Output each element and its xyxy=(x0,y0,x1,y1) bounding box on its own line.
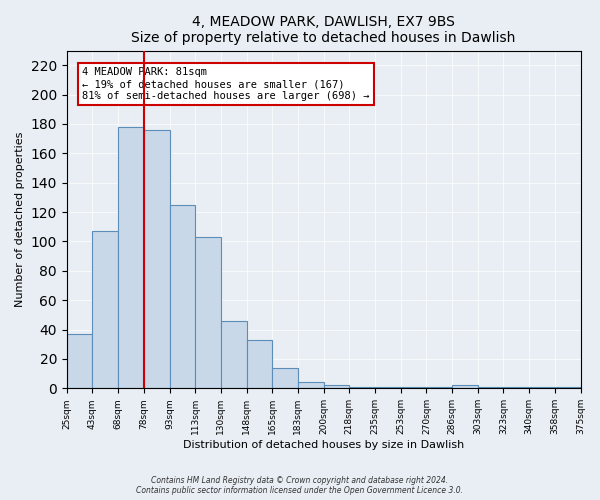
Text: 4 MEADOW PARK: 81sqm
← 19% of detached houses are smaller (167)
81% of semi-deta: 4 MEADOW PARK: 81sqm ← 19% of detached h… xyxy=(82,68,370,100)
Bar xyxy=(272,368,298,388)
Bar xyxy=(195,237,221,388)
Y-axis label: Number of detached properties: Number of detached properties xyxy=(15,132,25,307)
Bar xyxy=(67,334,92,388)
Bar xyxy=(529,387,555,388)
Bar xyxy=(323,386,349,388)
Bar xyxy=(298,382,323,388)
Bar xyxy=(118,127,144,388)
Bar xyxy=(247,340,272,388)
Text: Contains HM Land Registry data © Crown copyright and database right 2024.
Contai: Contains HM Land Registry data © Crown c… xyxy=(137,476,464,495)
Bar xyxy=(452,386,478,388)
Bar xyxy=(221,321,247,388)
Bar xyxy=(478,387,503,388)
Bar xyxy=(427,387,452,388)
Bar xyxy=(401,387,427,388)
Bar xyxy=(144,130,170,388)
Bar xyxy=(349,387,375,388)
Title: 4, MEADOW PARK, DAWLISH, EX7 9BS
Size of property relative to detached houses in: 4, MEADOW PARK, DAWLISH, EX7 9BS Size of… xyxy=(131,15,516,45)
Bar xyxy=(555,387,581,388)
X-axis label: Distribution of detached houses by size in Dawlish: Distribution of detached houses by size … xyxy=(183,440,464,450)
Bar xyxy=(375,387,401,388)
Bar xyxy=(503,387,529,388)
Bar xyxy=(170,205,195,388)
Bar xyxy=(92,231,118,388)
